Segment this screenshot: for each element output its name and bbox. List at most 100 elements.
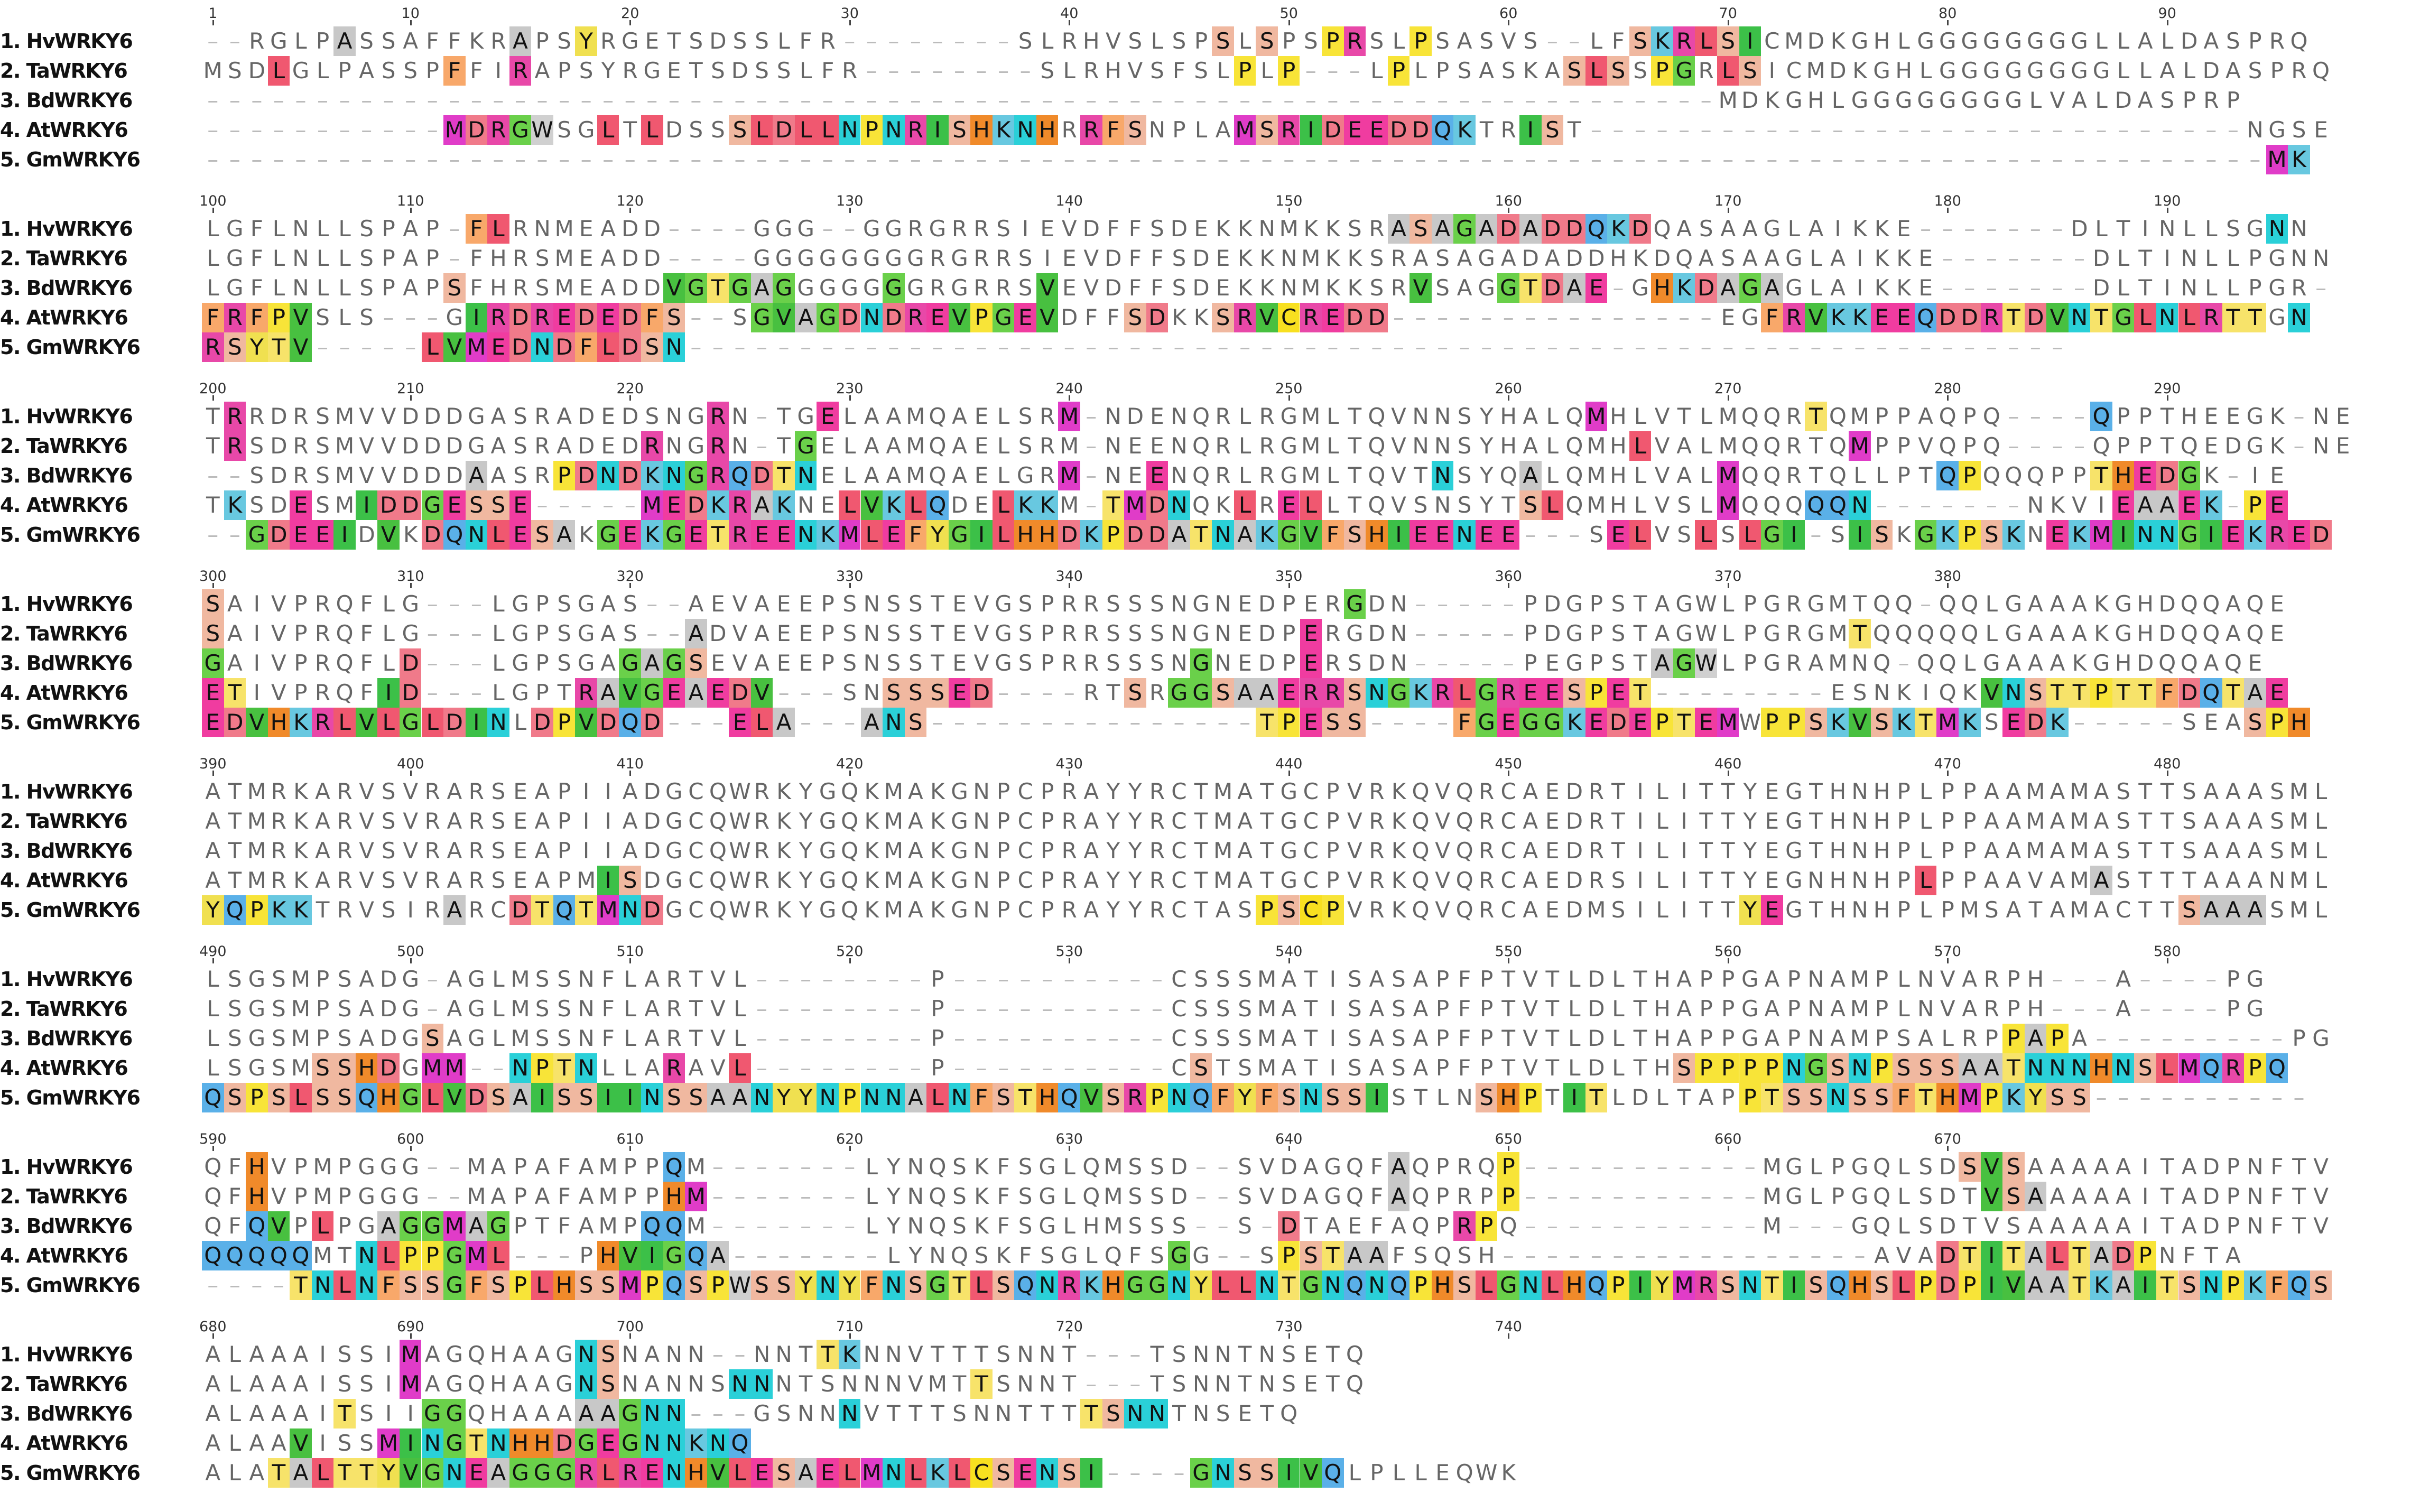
residue: N — [2247, 1213, 2264, 1239]
residue: Q — [1873, 620, 1891, 646]
residue: L — [1963, 650, 1976, 676]
residue: H — [1829, 778, 1847, 804]
residue: S — [202, 619, 224, 648]
residue: C — [1171, 808, 1187, 834]
gap-position: – — [888, 966, 900, 992]
residue: T — [1102, 490, 1125, 520]
residue: K — [1391, 808, 1406, 834]
residue: A — [1983, 778, 1999, 804]
residue: Q — [336, 620, 354, 646]
residue: G — [226, 275, 244, 301]
residue: T — [1545, 1025, 1560, 1051]
residue: E — [1040, 216, 1054, 242]
residue: P — [931, 1055, 944, 1081]
residue: S — [1238, 996, 1252, 1022]
residue: H — [267, 708, 290, 737]
residue: G — [1785, 808, 1803, 834]
residue: F — [1172, 58, 1186, 84]
residue: P — [1277, 708, 1300, 737]
residue: K — [992, 115, 1015, 145]
residue: R — [1061, 650, 1077, 676]
residue: S — [381, 28, 396, 54]
gap-position: – — [1063, 87, 1075, 113]
residue: C — [1500, 838, 1516, 864]
residue: Q — [1763, 433, 1781, 459]
residue: Q — [467, 1400, 485, 1426]
residue: P — [425, 58, 439, 84]
residue: S — [1343, 708, 1366, 737]
residue: S — [619, 866, 641, 895]
residue: M — [598, 1183, 618, 1209]
residue: A — [2028, 1213, 2043, 1239]
residue: I — [253, 620, 261, 646]
gap-position: – — [998, 1055, 1009, 1081]
gap-position: – — [1700, 334, 1712, 360]
residue: Q — [709, 778, 727, 804]
residue: P — [1717, 1053, 1739, 1083]
residue: Q — [1939, 680, 1956, 706]
residue: G — [1895, 87, 1913, 113]
residue: N — [597, 461, 619, 490]
residue: L — [382, 620, 395, 646]
ruler-tick-mark — [1288, 395, 1290, 401]
residue: Q — [1343, 1270, 1366, 1300]
residue: M — [1828, 650, 1848, 676]
residue: E — [2335, 433, 2350, 459]
residue: S — [1457, 403, 1472, 429]
residue: L — [1612, 1025, 1625, 1051]
residue: S — [1541, 115, 1564, 145]
residue: D — [1146, 303, 1169, 332]
residue: R — [1588, 838, 1604, 864]
residue: M — [1104, 1183, 1123, 1209]
gap-position: – — [778, 1025, 790, 1051]
alignment-block: 300 310 320 330 340 350 360 370 380 1. HvWRKY6 S A I… — [0, 568, 2411, 748]
residue: F — [997, 1213, 1010, 1239]
residue: G — [2005, 591, 2023, 617]
gap-position: – — [822, 1242, 833, 1268]
residue: T — [2292, 1213, 2306, 1239]
residue: F — [1128, 216, 1142, 242]
residue: G — [555, 1371, 573, 1397]
residue: A — [205, 838, 221, 864]
residue: G — [1675, 620, 1693, 646]
gap-position: – — [1612, 275, 1624, 301]
residue: K — [776, 867, 791, 893]
residue: A — [2116, 1213, 2131, 1239]
residue: I — [2134, 1270, 2156, 1300]
residue: R — [337, 808, 353, 834]
residue: M — [2026, 808, 2045, 834]
gap-position: – — [1503, 146, 1514, 172]
residue: L — [1194, 117, 1208, 143]
gap-position: – — [1854, 117, 1866, 143]
residue: D — [597, 708, 619, 737]
residue: S — [1303, 28, 1318, 54]
residue: H — [1873, 778, 1890, 804]
residue: D — [1565, 867, 1583, 893]
ruler-position-label: 250 — [1275, 381, 1303, 397]
residue: Q — [729, 461, 751, 490]
residue: Y — [575, 26, 597, 56]
gap-position: – — [1129, 1055, 1141, 1081]
ruler-tick-mark — [410, 583, 412, 588]
residue: R — [820, 28, 836, 54]
residue: I — [465, 708, 488, 737]
residue: V — [1918, 433, 1934, 459]
residue: A — [2028, 650, 2043, 676]
residue: T — [1809, 778, 1823, 804]
residue: S — [359, 1430, 374, 1456]
gap-position: – — [1569, 1213, 1580, 1239]
residue: A — [2244, 895, 2266, 925]
residue: S — [1479, 28, 1494, 54]
gap-position: – — [2008, 492, 2019, 518]
residue: G — [2246, 403, 2264, 429]
gap-position: – — [1810, 522, 1822, 548]
sequence-row: 3. BdWRKY6– – – – – – – – – – – – – – – – – – – – – – – – – – – – – –… — [0, 86, 2411, 115]
residue: S — [1918, 1213, 1933, 1239]
residue: G — [1280, 778, 1297, 804]
ruler-position-label: 170 — [1714, 193, 1742, 209]
residue: T — [1853, 591, 1867, 617]
residue: S — [1238, 897, 1252, 923]
residue: L — [1260, 58, 1273, 84]
residue: V — [359, 403, 374, 429]
residue: F — [558, 1154, 571, 1180]
